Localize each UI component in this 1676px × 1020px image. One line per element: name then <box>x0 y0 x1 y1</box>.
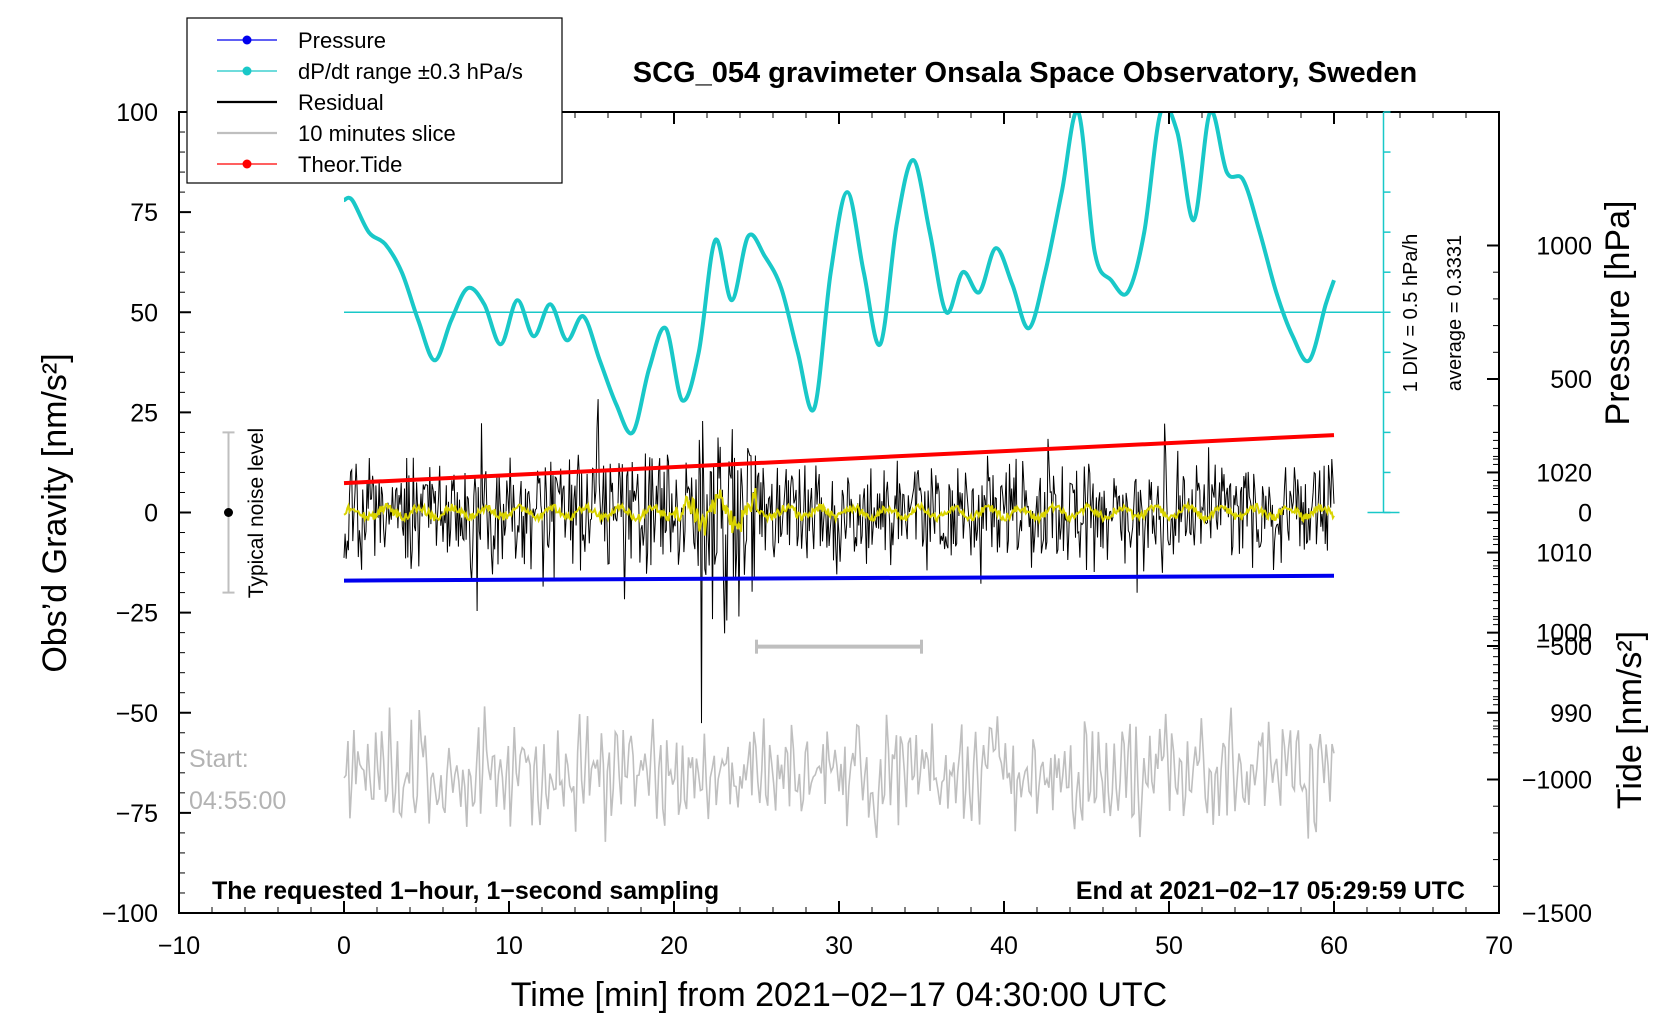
dpdt-series <box>343 112 1384 436</box>
x-tick-label: 40 <box>990 932 1018 960</box>
legend-label: Theor.Tide <box>298 152 402 177</box>
ten-minute-slice-series <box>343 706 1335 842</box>
legend-swatch-marker <box>242 159 252 169</box>
pressure-tick-label: 1000 <box>1536 620 1592 648</box>
y-tick-label: −50 <box>116 700 158 728</box>
x-tick-label: 20 <box>660 932 688 960</box>
legend-label: 10 minutes slice <box>298 121 456 146</box>
legend-swatch-marker <box>242 35 252 45</box>
tide-tick-label: 1000 <box>1536 233 1592 261</box>
y-tick-label: −75 <box>116 800 158 828</box>
residual-line <box>343 399 1335 724</box>
chart-title: SCG_054 gravimeter Onsala Space Observat… <box>633 57 1417 89</box>
tide-line <box>343 433 1335 486</box>
legend-label: dP/dt range ±0.3 hPa/s <box>298 59 523 84</box>
x-tick-label: 60 <box>1320 932 1348 960</box>
tide-tick-label: −1500 <box>1522 900 1592 928</box>
y-axis-title-pressure: Pressure [hPa] <box>1599 201 1637 426</box>
legend-label: Residual <box>298 90 384 115</box>
y-axis-title-left: Obs’d Gravity [nm/s²] <box>36 353 74 672</box>
pressure-tick-label: 1010 <box>1536 540 1592 568</box>
pressure-line <box>343 573 1335 583</box>
residual-series <box>343 399 1335 724</box>
end-time-note: End at 2021−02−17 05:29:59 UTC <box>1076 877 1465 905</box>
start-label: Start: <box>189 745 249 773</box>
tide-tick-label: −1000 <box>1522 767 1592 795</box>
slice-line <box>343 706 1335 842</box>
axis-tick-labels: −10 0 10 20 30 40 50 60 701007550250−25−50−75−10… <box>102 99 1592 960</box>
y-tick-label: −100 <box>102 900 158 928</box>
legend-box <box>186 17 563 184</box>
legend-label: Pressure <box>298 28 386 53</box>
x-tick-label: 70 <box>1485 932 1513 960</box>
x-tick-label: 50 <box>1155 932 1183 960</box>
sampling-note: The requested 1−hour, 1−second sampling <box>212 877 719 905</box>
y-tick-label: 0 <box>144 500 158 528</box>
noise-bar-center-dot <box>224 508 233 517</box>
y-tick-label: 100 <box>116 99 158 127</box>
noise-level-bar <box>222 431 235 594</box>
div-label: 1 DIV = 0.5 hPa/h <box>1400 234 1422 392</box>
y-tick-label: 25 <box>130 399 158 427</box>
x-axis-title: Time [min] from 2021−02−17 04:30:00 UTC <box>511 976 1167 1014</box>
slice-range-bar <box>755 639 923 654</box>
tide-tick-label: 0 <box>1578 500 1592 528</box>
y-tick-label: 50 <box>130 299 158 327</box>
tide-series <box>343 433 1335 486</box>
legend: Pressure dP/dt range ±0.3 hPa/s Residual 10… <box>186 17 563 184</box>
residual-smoothed-line <box>343 488 1335 536</box>
y-axis-title-tide: Tide [nm/s²] <box>1611 631 1649 809</box>
dpdt-line <box>343 112 1336 436</box>
tide-tick-label: 500 <box>1550 366 1592 394</box>
tide-tick-label: −500 <box>1536 633 1592 661</box>
noise-level-label: Typical noise level <box>245 428 268 598</box>
dpdt-div-scale <box>1367 111 1400 514</box>
y-tick-label: −25 <box>116 600 158 628</box>
x-tick-label: 0 <box>337 932 351 960</box>
average-label: average = 0.3331 <box>1444 235 1466 391</box>
start-time: 04:55:00 <box>189 787 286 815</box>
pressure-series <box>343 573 1335 583</box>
x-tick-label: −10 <box>158 932 200 960</box>
pressure-tick-label: 1020 <box>1536 459 1592 487</box>
pressure-tick-label: 990 <box>1550 700 1592 728</box>
x-tick-label: 10 <box>495 932 523 960</box>
y-tick-label: 75 <box>130 199 158 227</box>
x-tick-label: 30 <box>825 932 853 960</box>
legend-swatch-marker <box>242 66 252 76</box>
axis-ticks <box>178 111 1500 914</box>
